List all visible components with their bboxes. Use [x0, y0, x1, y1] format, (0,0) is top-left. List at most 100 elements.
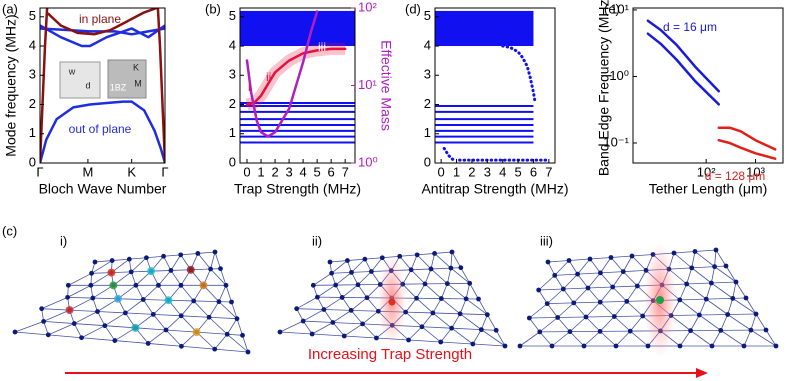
node [428, 266, 434, 272]
tether [41, 296, 68, 310]
node [95, 309, 100, 314]
series-line [717, 126, 777, 151]
tether [226, 318, 238, 335]
x-tick-label: 4 [499, 164, 506, 179]
tether [227, 333, 243, 336]
tether [623, 269, 647, 273]
node [743, 295, 749, 301]
node [345, 258, 350, 263]
node [753, 311, 759, 317]
tether [538, 288, 564, 291]
tether [460, 267, 471, 284]
node [713, 247, 719, 253]
tether [214, 348, 249, 353]
tether [690, 330, 713, 347]
node [309, 331, 315, 337]
tether [104, 325, 116, 341]
tether [430, 253, 435, 270]
node [126, 256, 132, 262]
tether [698, 298, 707, 316]
x-tick-label: 5 [514, 164, 521, 179]
node [89, 270, 94, 276]
tether [421, 326, 441, 343]
node [88, 282, 94, 288]
tether [610, 257, 624, 272]
tether [626, 301, 643, 317]
series-line [646, 19, 721, 93]
tether [451, 313, 461, 329]
tether [405, 298, 417, 313]
tether [459, 313, 482, 330]
annotation: d = 16 μm [663, 20, 717, 34]
node [677, 297, 683, 303]
node [374, 335, 379, 341]
tether [732, 298, 757, 315]
tether [686, 282, 712, 285]
tether [332, 310, 352, 323]
x-tick-label: 3 [285, 164, 292, 179]
node [709, 343, 715, 349]
plot-area [646, 19, 777, 160]
tether [410, 254, 418, 270]
tether [430, 267, 451, 270]
tether [568, 260, 578, 275]
node [179, 343, 184, 349]
node [90, 295, 96, 301]
annotation: d = 128 μm [705, 169, 766, 183]
tether [465, 283, 471, 299]
tether [600, 271, 624, 274]
tether [399, 254, 418, 257]
node [448, 265, 454, 271]
tether [48, 334, 82, 339]
tether [583, 331, 601, 347]
tether [366, 297, 379, 312]
y2-axis-label: Effective Mass [378, 40, 394, 131]
tether [163, 256, 172, 271]
y-tick-label: 4 [29, 37, 36, 52]
node [432, 251, 437, 256]
tether [416, 254, 432, 270]
tether [446, 268, 452, 284]
tether [614, 316, 631, 332]
tether [329, 260, 348, 263]
node [92, 259, 98, 265]
tether [69, 309, 98, 312]
tether [331, 260, 348, 274]
tether [317, 284, 336, 298]
tether [600, 257, 612, 274]
annotation: in plane [79, 12, 121, 26]
tether [421, 312, 434, 328]
tether [563, 288, 575, 304]
tether [92, 297, 119, 300]
tether [469, 283, 479, 300]
frame [632, 7, 784, 164]
tether [585, 316, 601, 332]
tether [208, 301, 220, 318]
tether [569, 316, 587, 332]
tether [711, 330, 722, 347]
series-line [717, 138, 777, 160]
tether [302, 320, 313, 335]
annotation: out of plane [69, 122, 132, 136]
x-tick-label: 2 [468, 164, 475, 179]
tether [679, 283, 688, 301]
plot: 10² 10³ 10⁻¹ 10⁰ 10¹ Tether Length (μm) Band E… [596, 0, 784, 197]
series-line [245, 47, 347, 106]
tether [440, 327, 452, 343]
node [430, 310, 436, 316]
node [321, 307, 327, 312]
tether [585, 316, 615, 318]
tether [626, 285, 638, 302]
tether [587, 272, 601, 289]
tether [218, 285, 227, 302]
tether [600, 272, 613, 288]
tether [727, 313, 757, 315]
tether [226, 333, 249, 353]
tether [118, 298, 144, 300]
node [178, 282, 184, 288]
node [575, 271, 580, 277]
tether [472, 329, 482, 345]
tether [460, 313, 488, 316]
tether [612, 286, 628, 302]
tether [170, 254, 182, 271]
